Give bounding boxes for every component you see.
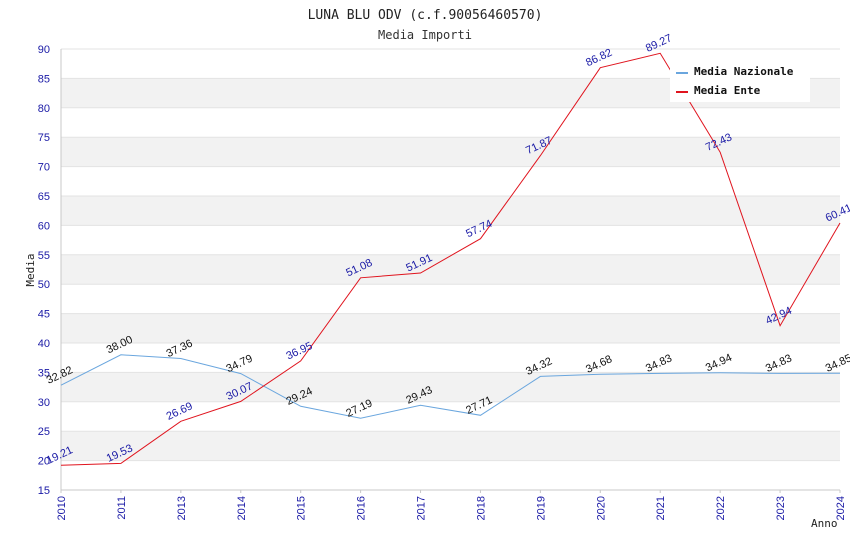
grid-bands	[61, 48, 840, 491]
x-tick-label: 2024	[835, 496, 847, 520]
x-axis-label: Anno	[811, 517, 838, 530]
y-tick-label: 55	[38, 250, 50, 262]
grid-band	[61, 254, 840, 285]
grid-band	[61, 107, 840, 138]
axes	[60, 49, 840, 491]
y-tick-label: 35	[38, 367, 50, 379]
grid-band	[61, 372, 840, 402]
y-axis-ticks: 15 20 25 30 35 40 45 50 55 60 65 70 75 80 85 90	[38, 44, 50, 497]
legend-box	[670, 60, 810, 102]
grid-band	[61, 137, 840, 167]
y-tick-label: 70	[38, 162, 50, 174]
y-tick-label: 90	[38, 44, 50, 56]
y-tick-label: 75	[38, 132, 50, 144]
chart-subtitle: Media Importi	[378, 28, 472, 42]
grid-band	[61, 401, 840, 432]
x-tick-label: 2016	[356, 496, 368, 520]
grid-band	[61, 431, 840, 461]
x-tick-label: 2023	[775, 496, 787, 520]
x-tick-label: 2017	[416, 496, 428, 520]
x-tick-label: 2022	[715, 496, 727, 520]
x-tick-label: 2018	[475, 496, 487, 520]
grid-band	[61, 343, 840, 373]
y-tick-label: 65	[38, 191, 50, 203]
grid-band	[61, 166, 840, 196]
x-tick-label: 2010	[56, 496, 68, 520]
grid-band	[61, 313, 840, 343]
x-axis-ticks: 2010 2011 2013 2014 2015 2016 2017 2018 2019 2020…	[56, 490, 847, 520]
y-tick-label: 80	[38, 103, 50, 115]
grid-band	[61, 460, 840, 490]
grid-band	[61, 225, 840, 255]
y-tick-label: 45	[38, 309, 50, 321]
y-axis-label: Media	[24, 253, 37, 286]
legend: Media Nazionale Media Ente	[670, 60, 810, 102]
y-tick-label: 85	[38, 73, 50, 85]
y-tick-label: 30	[38, 397, 50, 409]
series-line-media-ente	[60, 52, 841, 466]
legend-label-media-nazionale: Media Nazionale	[694, 65, 794, 78]
grid-band	[61, 284, 840, 314]
series-line-media-nazionale	[60, 354, 841, 419]
y-tick-label: 60	[38, 220, 50, 232]
x-tick-label: 2019	[535, 496, 547, 520]
x-tick-label: 2011	[116, 496, 128, 520]
x-tick-label: 2013	[176, 496, 188, 520]
x-tick-label: 2021	[655, 496, 667, 520]
x-tick-label: 2020	[595, 496, 607, 520]
y-tick-label: 15	[38, 485, 50, 497]
grid-band	[61, 196, 840, 226]
series-lines	[60, 52, 841, 466]
x-tick-label: 2014	[236, 496, 248, 520]
y-tick-label: 20	[38, 456, 50, 468]
y-tick-label: 50	[38, 279, 50, 291]
y-tick-label: 40	[38, 338, 50, 350]
legend-label-media-ente: Media Ente	[694, 84, 761, 97]
chart-title: LUNA BLU ODV (c.f.90056460570)	[308, 8, 543, 23]
y-tick-label: 25	[38, 426, 50, 438]
x-tick-label: 2015	[296, 496, 308, 520]
